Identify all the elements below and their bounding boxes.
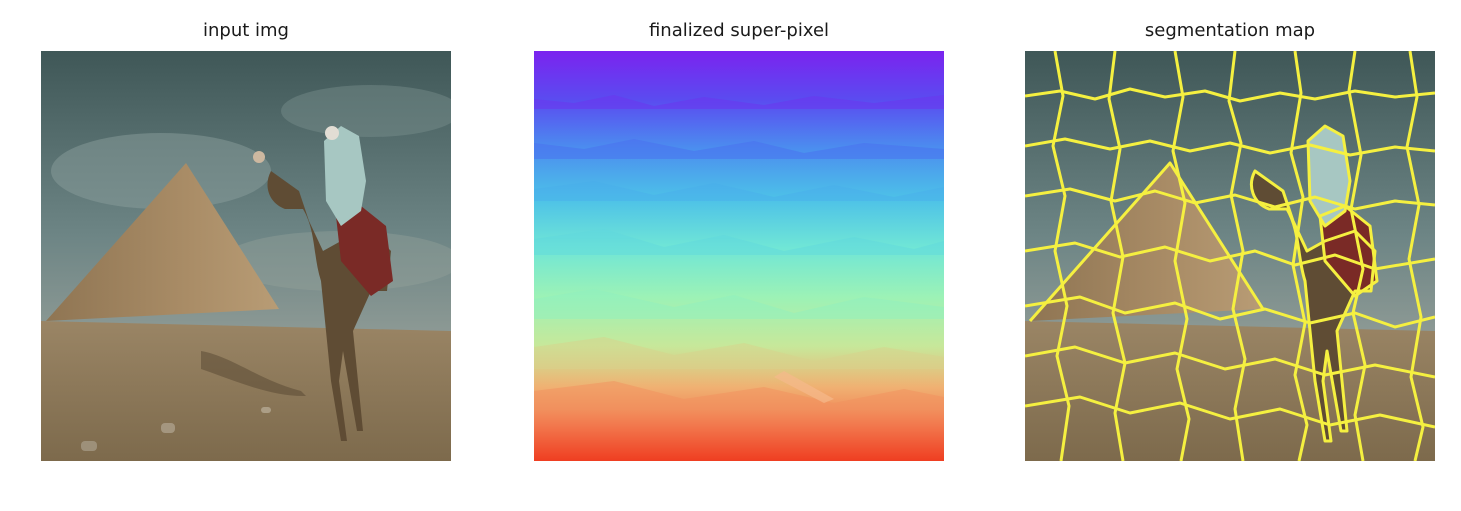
superpixel-panel: finalized super-pixel <box>534 0 944 511</box>
input-image-title: input img <box>203 20 289 41</box>
superpixel-title: finalized super-pixel <box>648 20 830 41</box>
segmentation-map-panel: segmentation map <box>1025 0 1435 511</box>
input-image-panel: input img <box>41 0 451 511</box>
input-image-photo <box>41 51 451 461</box>
segmentation-map-title: segmentation map <box>1144 20 1316 41</box>
superpixel-image <box>534 51 944 461</box>
segmentation-map-image <box>1025 51 1435 461</box>
